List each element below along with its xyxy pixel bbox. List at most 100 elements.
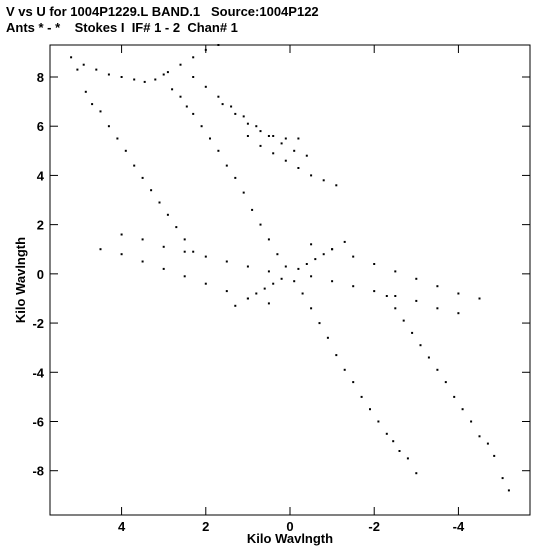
uv-point: [360, 395, 363, 398]
uv-point: [478, 435, 481, 438]
y-tick-label: 0: [37, 267, 44, 282]
axis-ticks: [50, 45, 530, 515]
uv-point: [242, 115, 245, 118]
uv-point: [225, 164, 228, 167]
y-tick-label: -8: [32, 464, 44, 479]
uv-point: [406, 457, 409, 460]
uv-point: [99, 248, 102, 251]
uv-point: [436, 285, 439, 288]
uv-point: [225, 260, 228, 263]
uv-point: [124, 149, 127, 152]
uv-point: [107, 73, 110, 76]
uv-point: [369, 408, 371, 411]
uv-point: [501, 477, 504, 480]
uv-point: [419, 344, 422, 347]
uv-point: [322, 179, 325, 182]
uv-point: [259, 144, 262, 147]
uv-point: [171, 88, 174, 91]
uv-point: [310, 275, 313, 278]
uv-point: [280, 142, 283, 145]
uv-point: [246, 122, 249, 125]
uv-point: [255, 292, 258, 295]
uv-point: [411, 331, 414, 334]
uv-point: [352, 381, 355, 384]
uv-point: [297, 167, 300, 169]
uv-point: [343, 368, 346, 371]
x-tick-label: 2: [202, 519, 209, 534]
uv-point: [141, 176, 144, 179]
uv-point: [183, 238, 186, 241]
y-tick-label: -6: [32, 414, 44, 429]
uv-point: [251, 208, 254, 211]
uv-point: [373, 290, 376, 293]
y-tick-label: 8: [37, 70, 44, 85]
uv-point: [267, 302, 270, 305]
y-tick-label: 4: [37, 168, 45, 183]
uv-point: [415, 299, 418, 302]
uv-point: [91, 103, 94, 106]
uv-point: [204, 282, 207, 285]
x-tick-label: -2: [368, 519, 380, 534]
uv-point: [284, 159, 287, 162]
uv-point: [314, 258, 317, 261]
uv-point: [436, 368, 439, 371]
uv-point: [276, 253, 279, 256]
uv-point: [120, 253, 123, 256]
y-axis-label: Kilo Wavlngth: [13, 237, 28, 323]
chart-title: V vs U for 1004P1229.L BAND.1 Source:100…: [6, 4, 319, 19]
uv-point: [335, 354, 338, 357]
uv-point: [293, 280, 296, 283]
uv-point: [192, 250, 195, 253]
uv-point: [305, 154, 308, 157]
uv-point: [297, 137, 300, 140]
plot-frame: [49, 44, 531, 516]
uv-point: [326, 336, 329, 339]
uv-point: [192, 76, 195, 78]
uv-point: [84, 90, 87, 93]
uv-point: [461, 408, 464, 411]
uv-point: [436, 307, 439, 310]
uv-point: [183, 275, 186, 278]
uv-point: [179, 63, 182, 66]
uv-point: [225, 290, 228, 293]
uv-point: [377, 420, 380, 423]
uv-point: [335, 184, 338, 187]
uv-point: [230, 105, 233, 108]
uv-point: [162, 73, 165, 76]
uv-point: [246, 265, 249, 268]
uv-point: [263, 287, 266, 290]
uv-point: [259, 130, 262, 133]
uv-point: [493, 454, 496, 457]
uv-point: [179, 95, 182, 98]
uv-point: [120, 76, 123, 78]
uv-point: [310, 174, 313, 177]
uv-point: [259, 223, 262, 226]
uv-point: [200, 125, 203, 128]
chart-subtitle: Ants * - * Stokes I IF# 1 - 2 Chan# 1: [6, 20, 238, 35]
y-tick-label: -4: [32, 365, 44, 380]
uv-point: [310, 243, 313, 246]
uv-point: [154, 78, 157, 81]
axis-tick-labels: 4 2 0 -2 -4 8 6 4 2 0 -2 -4 -6 -8: [32, 70, 465, 534]
x-tick-label: 0: [286, 519, 293, 534]
uv-point: [192, 56, 195, 59]
x-tick-label: 4: [118, 519, 126, 534]
uv-point: [242, 191, 245, 194]
uv-point: [204, 48, 207, 51]
uv-point: [444, 381, 447, 384]
uv-point: [76, 68, 79, 71]
uv-point: [343, 240, 346, 243]
uv-point: [150, 189, 153, 192]
uv-point: [267, 135, 270, 137]
uv-point: [272, 282, 275, 285]
uv-point: [234, 112, 237, 115]
uv-point: [402, 319, 405, 322]
y-tick-label: 6: [37, 119, 44, 134]
uv-point: [120, 233, 123, 236]
uv-point: [272, 152, 275, 155]
uv-point: [453, 395, 456, 398]
uv-point: [217, 149, 220, 152]
uv-point: [158, 201, 161, 204]
uv-point: [457, 312, 460, 315]
uv-point: [255, 125, 258, 128]
